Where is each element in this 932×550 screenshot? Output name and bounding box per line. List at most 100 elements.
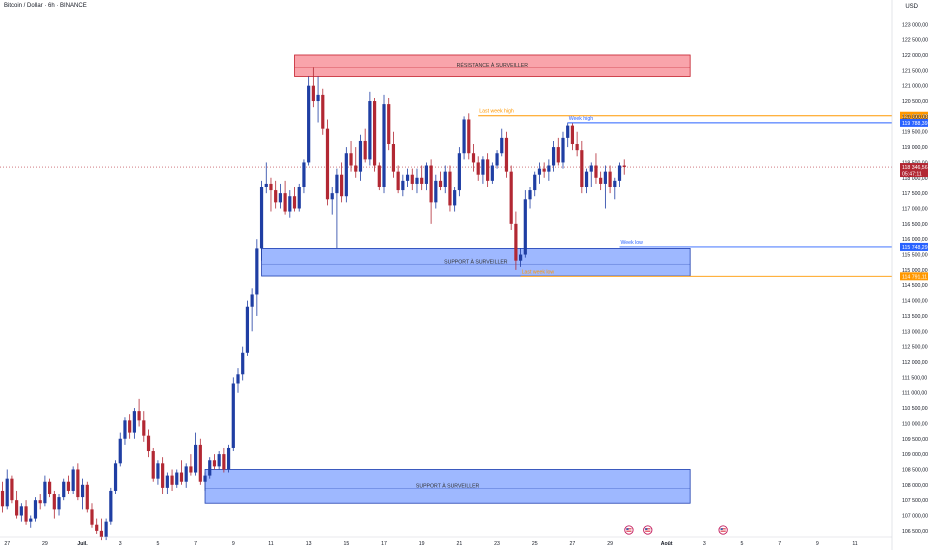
support-zone [261, 248, 691, 277]
candle-body [325, 128, 330, 200]
candle-body [292, 196, 297, 209]
candle-body [29, 518, 33, 522]
level-price-tag [900, 111, 928, 120]
candle-body [48, 481, 52, 495]
candle-body [15, 500, 19, 516]
candle-body [420, 177, 424, 184]
candle-body [589, 165, 593, 172]
candle-body [363, 140, 367, 160]
candle-body [467, 119, 471, 154]
x-tick-label: 11 [852, 541, 857, 547]
candle-body [358, 140, 363, 172]
candle-body [533, 174, 537, 191]
level-price-tag [900, 272, 928, 281]
x-tick-label: 17 [381, 541, 387, 547]
candle-body [24, 506, 28, 522]
candle-body [212, 460, 217, 467]
candle-body [236, 374, 240, 384]
candle-body [594, 165, 598, 178]
x-tick-label: 27 [4, 541, 10, 547]
level-price-tag [900, 118, 928, 127]
candle-body [561, 137, 565, 163]
x-tick-label: 5 [741, 541, 744, 547]
y-tick-label: 109 500,00 [902, 437, 928, 443]
level-label: Last week high [479, 109, 514, 115]
candle-body [471, 153, 476, 163]
candle-body [146, 435, 151, 452]
candle-body [481, 159, 485, 175]
candle-body [269, 183, 273, 191]
candle-body [302, 162, 306, 187]
symbol-title: Bitcoin / Dollar · 6h · BINANCE [4, 3, 87, 9]
candle-body [137, 411, 141, 421]
candle-body [38, 500, 42, 504]
candle-body [123, 420, 127, 439]
candle-body [278, 193, 282, 203]
us-flag-icon [643, 525, 653, 535]
candle-body [330, 193, 334, 200]
candle-body [104, 521, 108, 537]
currency-label: USD [905, 4, 918, 10]
y-tick-label: 112 000,00 [902, 360, 928, 366]
y-tick-label: 116 500,00 [902, 222, 928, 228]
candle-body [424, 165, 428, 184]
candle-body [476, 162, 480, 175]
candle-body [142, 420, 146, 436]
candle-body [52, 494, 56, 510]
zone-label: SUPPORT À SURVEILLER [416, 483, 480, 490]
candle-body [198, 444, 202, 482]
x-tick-label: 29 [607, 541, 613, 547]
candle-body [566, 125, 570, 138]
candle-body [490, 165, 494, 181]
y-tick-label: 110 000,00 [902, 421, 928, 427]
candle-body [283, 193, 287, 212]
candle-body [340, 174, 344, 197]
candle-body [495, 153, 499, 166]
candle-body [415, 177, 419, 184]
level-price-label: 114 791,11 [902, 275, 927, 281]
candle-body [151, 451, 155, 479]
candle-body [76, 469, 80, 498]
candle-body [575, 144, 579, 151]
candle-body [161, 463, 165, 488]
candle-body [556, 147, 560, 163]
level-label: Week low [621, 240, 644, 246]
candle-body [382, 104, 386, 187]
candle-body [599, 177, 603, 184]
candle-body [43, 481, 47, 504]
candle-body [580, 150, 584, 187]
y-tick-label: 123 000,00 [902, 22, 928, 28]
x-tick-label: Juil. [77, 541, 88, 547]
x-tick-label: Août [661, 541, 673, 547]
y-tick-label: 114 500,00 [902, 283, 928, 289]
candle-body [405, 174, 410, 181]
level-label: Week high [569, 116, 594, 122]
candle-body [118, 438, 122, 464]
candle-body [80, 484, 85, 498]
level-price-label: 115 748,29 [902, 245, 928, 251]
candle-body [222, 454, 226, 470]
x-tick-label: 11 [268, 541, 273, 547]
x-tick-label: 7 [194, 541, 197, 547]
candle-body [165, 475, 169, 488]
x-tick-label: 9 [232, 541, 235, 547]
candle-body [603, 171, 607, 184]
candle-body [372, 101, 377, 166]
candle-body [184, 466, 188, 482]
candle-body [354, 165, 358, 172]
y-tick-label: 119 000,00 [902, 145, 928, 151]
x-tick-label: 21 [456, 541, 462, 547]
candle-body [71, 469, 75, 491]
y-tick-label: 122 000,00 [902, 53, 928, 59]
candle-body [377, 165, 381, 187]
x-tick-label: 3 [703, 541, 706, 547]
candle-body [259, 187, 264, 249]
candle-body [109, 490, 113, 522]
candle-body [547, 165, 551, 172]
candle-body [438, 180, 443, 187]
level-label: Last week low [522, 269, 555, 275]
y-tick-label: 115 000,00 [902, 268, 928, 274]
x-tick-label: 9 [816, 541, 819, 547]
y-tick-label: 108 500,00 [902, 467, 928, 473]
